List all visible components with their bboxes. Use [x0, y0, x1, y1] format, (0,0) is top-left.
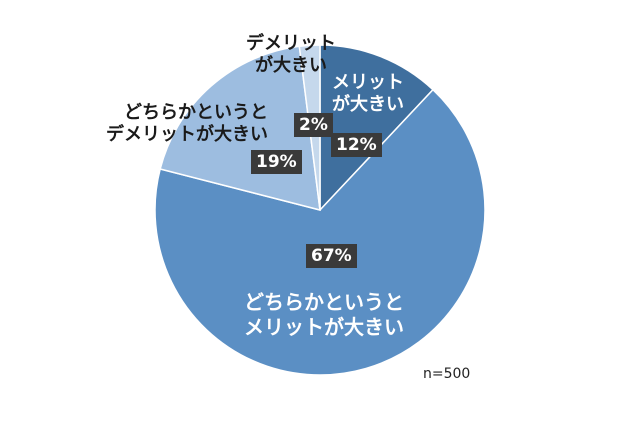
- label-line: メリット: [332, 72, 404, 93]
- sample-size-note: n=500: [423, 366, 471, 382]
- slice-value-label-somewhat-merit: 67%: [306, 244, 357, 268]
- label-line: デメリット: [246, 33, 336, 54]
- label-line: メリットが大きい: [244, 315, 404, 339]
- slice-value-label-merit: 12%: [331, 133, 382, 157]
- label-line: が大きい: [255, 55, 327, 76]
- slice-category-label-merit: メリット が大きい: [332, 72, 404, 116]
- label-line: どちらかというと: [124, 102, 268, 123]
- label-line: が大きい: [332, 94, 404, 115]
- slice-category-label-somewhat-merit: どちらかというと メリットが大きい: [244, 290, 404, 340]
- label-line: どちらかというと: [244, 290, 404, 314]
- slice-category-label-somewhat-demerit: どちらかというと デメリットが大きい: [106, 102, 268, 146]
- pie-slice-somewhat-merit: [154, 88, 486, 376]
- slice-category-label-demerit: デメリット が大きい: [246, 33, 336, 77]
- slice-value-label-demerit: 2%: [294, 113, 333, 137]
- slice-value-label-somewhat-demerit: 19%: [251, 150, 302, 174]
- pie-slice-merit: [319, 44, 435, 212]
- label-line: デメリットが大きい: [106, 124, 268, 145]
